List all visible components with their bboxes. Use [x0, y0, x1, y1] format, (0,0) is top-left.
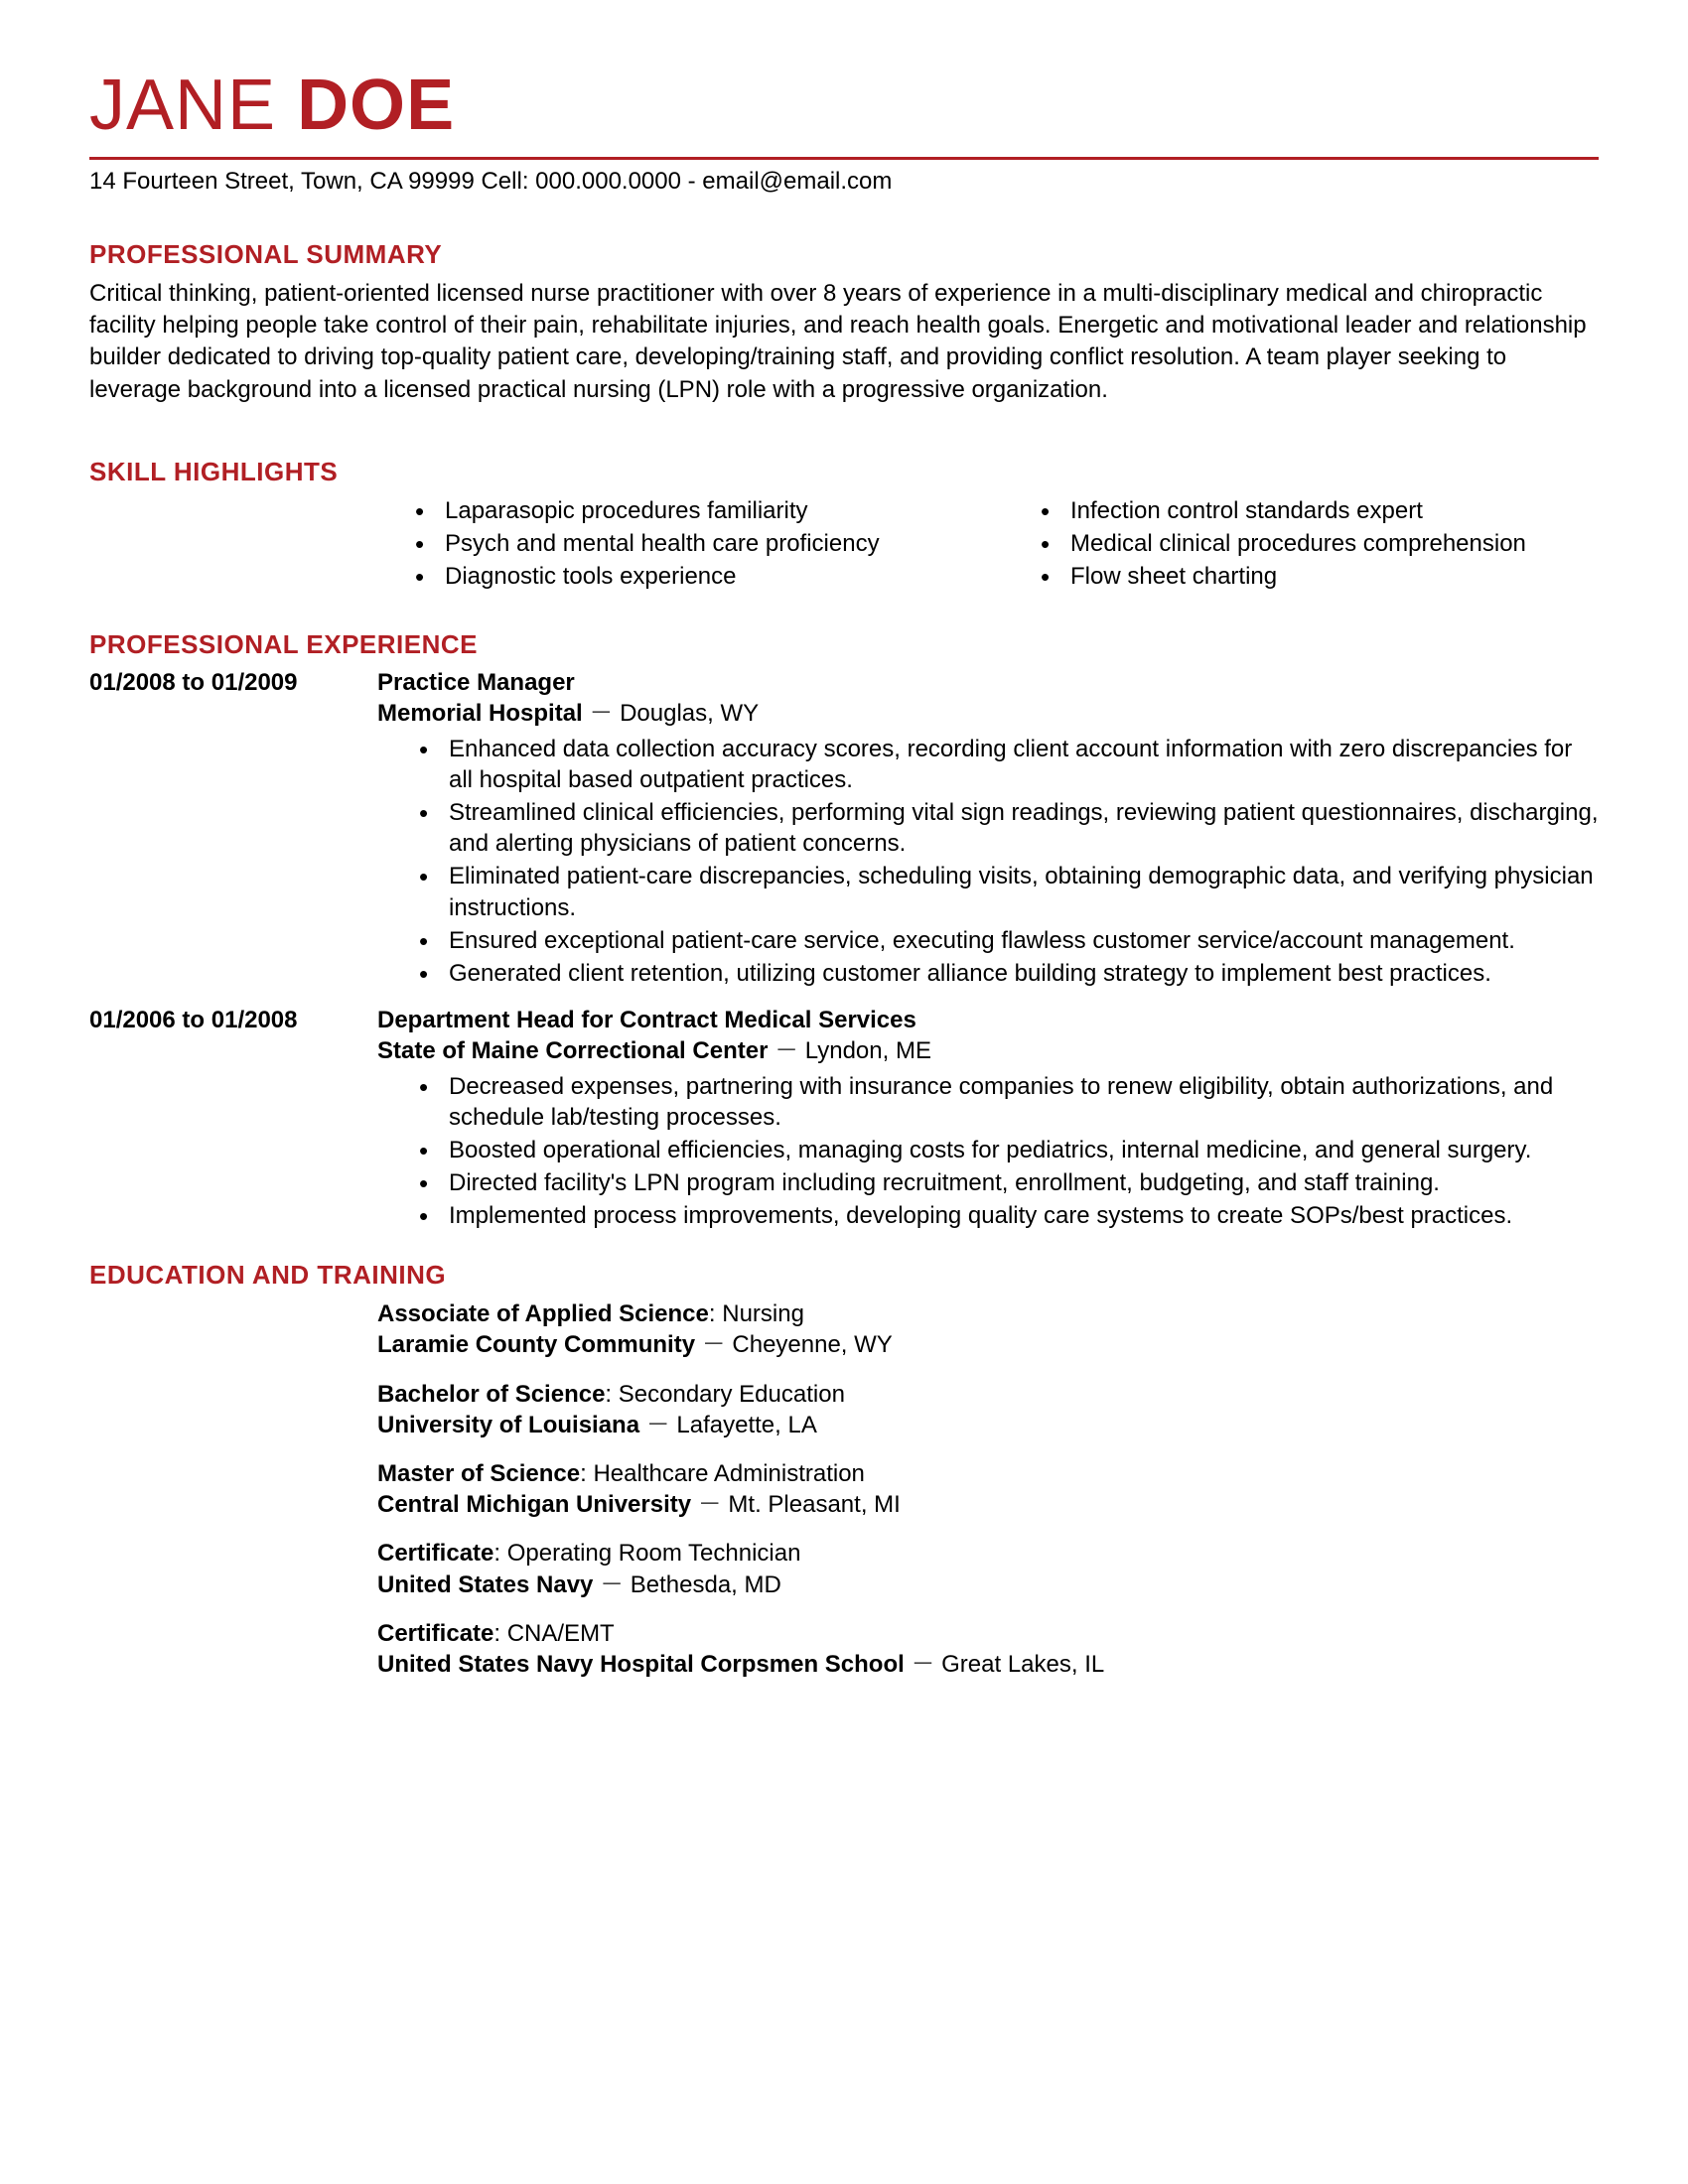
experience-entry: 01/2008 to 01/2009 Practice Manager Memo… — [89, 667, 1599, 991]
education-title: EDUCATION AND TRAINING — [89, 1259, 1599, 1293]
degree-name: Bachelor of Science — [377, 1381, 605, 1408]
job-company: State of Maine Correctional Center — [377, 1037, 768, 1064]
school-location: Bethesda, MD — [631, 1571, 781, 1598]
job-bullet: Generated client retention, utilizing cu… — [411, 958, 1599, 989]
education-entry: Associate of Applied Science: Nursing La… — [377, 1298, 1599, 1360]
job-company: Memorial Hospital — [377, 700, 583, 727]
skills-col-1: Laparasopic procedures familiarity Psych… — [407, 495, 973, 595]
school-line: Laramie County Community － Cheyenne, WY — [377, 1329, 1599, 1360]
degree-name: Certificate — [377, 1620, 493, 1647]
education-entry: Certificate: Operating Room Technician U… — [377, 1538, 1599, 1599]
job-title: Department Head for Contract Medical Ser… — [377, 1005, 1599, 1035]
skills-col-2: Infection control standards expert Medic… — [1033, 495, 1599, 595]
education-entry: Master of Science: Healthcare Administra… — [377, 1458, 1599, 1520]
skill-item: Medical clinical procedures comprehensio… — [1033, 528, 1599, 559]
job-bullet: Eliminated patient-care discrepancies, s… — [411, 861, 1599, 922]
dash-separator: － — [593, 1571, 630, 1598]
degree-line: Certificate: Operating Room Technician — [377, 1538, 1599, 1569]
degree-name: Certificate — [377, 1540, 493, 1567]
degree-name: Associate of Applied Science — [377, 1300, 709, 1327]
job-location: Lyndon, ME — [805, 1037, 931, 1064]
summary-title: PROFESSIONAL SUMMARY — [89, 238, 1599, 272]
experience-dates: 01/2006 to 01/2008 — [89, 1005, 377, 1233]
school-name: United States Navy — [377, 1571, 593, 1598]
degree-field: Secondary Education — [619, 1381, 845, 1408]
job-bullet: Streamlined clinical efficiencies, perfo… — [411, 797, 1599, 859]
job-bullet: Directed facility's LPN program includin… — [411, 1167, 1599, 1198]
name-header: JANE DOE — [89, 60, 1599, 153]
school-name: Central Michigan University — [377, 1491, 691, 1518]
degree-field: Healthcare Administration — [593, 1460, 864, 1487]
school-line: United States Navy － Bethesda, MD — [377, 1570, 1599, 1600]
job-title: Practice Manager — [377, 667, 1599, 698]
degree-line: Master of Science: Healthcare Administra… — [377, 1458, 1599, 1489]
degree-field: Operating Room Technician — [507, 1540, 801, 1567]
job-bullet: Ensured exceptional patient-care service… — [411, 925, 1599, 956]
skill-item: Psych and mental health care proficiency — [407, 528, 973, 559]
degree-field: CNA/EMT — [507, 1620, 615, 1647]
school-name: United States Navy Hospital Corpsmen Sch… — [377, 1651, 905, 1678]
job-bullet: Implemented process improvements, develo… — [411, 1200, 1599, 1231]
job-company-line: State of Maine Correctional Center － Lyn… — [377, 1035, 1599, 1066]
degree-field: Nursing — [722, 1300, 804, 1327]
dash-separator: － — [905, 1651, 941, 1678]
skills-title: SKILL HIGHLIGHTS — [89, 456, 1599, 489]
dash-separator: － — [774, 1037, 805, 1064]
experience-entry: 01/2006 to 01/2008 Department Head for C… — [89, 1005, 1599, 1233]
job-location: Douglas, WY — [620, 700, 759, 727]
school-line: Central Michigan University － Mt. Pleasa… — [377, 1489, 1599, 1520]
skill-item: Flow sheet charting — [1033, 561, 1599, 592]
dash-separator: － — [639, 1412, 676, 1438]
job-company-line: Memorial Hospital － Douglas, WY — [377, 698, 1599, 729]
experience-title: PROFESSIONAL EXPERIENCE — [89, 628, 1599, 662]
dash-separator: － — [589, 700, 620, 727]
dash-separator: － — [695, 1331, 732, 1358]
last-name: DOE — [297, 66, 455, 145]
school-location: Cheyenne, WY — [732, 1331, 892, 1358]
header-divider — [89, 157, 1599, 160]
education-list: Associate of Applied Science: Nursing La… — [377, 1298, 1599, 1680]
degree-line: Bachelor of Science: Secondary Education — [377, 1379, 1599, 1410]
job-bullet: Boosted operational efficiencies, managi… — [411, 1135, 1599, 1165]
job-bullet: Decreased expenses, partnering with insu… — [411, 1071, 1599, 1133]
school-location: Mt. Pleasant, MI — [728, 1491, 900, 1518]
skill-item: Laparasopic procedures familiarity — [407, 495, 973, 526]
contact-line: 14 Fourteen Street, Town, CA 99999 Cell:… — [89, 166, 1599, 197]
school-location: Great Lakes, IL — [941, 1651, 1104, 1678]
school-location: Lafayette, LA — [676, 1412, 816, 1438]
skill-item: Infection control standards expert — [1033, 495, 1599, 526]
school-line: University of Louisiana － Lafayette, LA — [377, 1410, 1599, 1440]
education-entry: Certificate: CNA/EMT United States Navy … — [377, 1618, 1599, 1680]
education-entry: Bachelor of Science: Secondary Education… — [377, 1379, 1599, 1440]
experience-dates: 01/2008 to 01/2009 — [89, 667, 377, 991]
skills-columns: Laparasopic procedures familiarity Psych… — [407, 495, 1599, 595]
first-name: JANE — [89, 66, 276, 145]
degree-line: Certificate: CNA/EMT — [377, 1618, 1599, 1649]
job-bullet: Enhanced data collection accuracy scores… — [411, 734, 1599, 795]
degree-name: Master of Science — [377, 1460, 580, 1487]
school-name: University of Louisiana — [377, 1412, 639, 1438]
summary-text: Critical thinking, patient-oriented lice… — [89, 278, 1599, 407]
degree-line: Associate of Applied Science: Nursing — [377, 1298, 1599, 1329]
school-name: Laramie County Community — [377, 1331, 695, 1358]
dash-separator: － — [691, 1491, 728, 1518]
school-line: United States Navy Hospital Corpsmen Sch… — [377, 1649, 1599, 1680]
skill-item: Diagnostic tools experience — [407, 561, 973, 592]
